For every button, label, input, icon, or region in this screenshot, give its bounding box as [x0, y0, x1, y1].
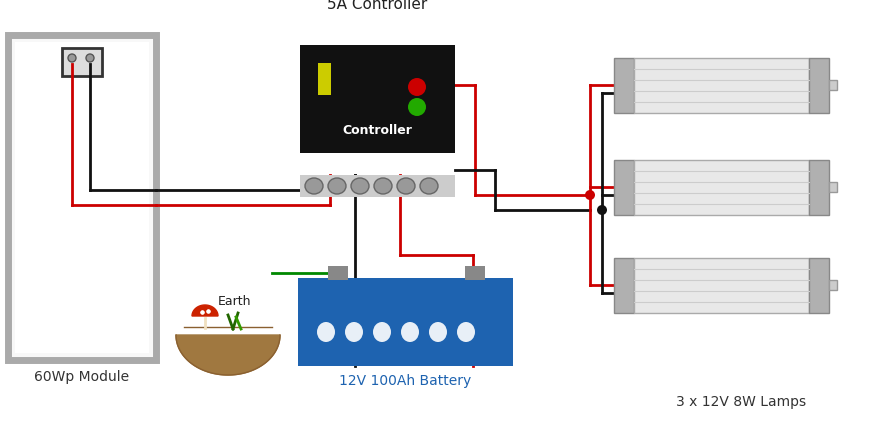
Ellipse shape: [374, 178, 392, 194]
Text: 3 x 12V 8W Lamps: 3 x 12V 8W Lamps: [676, 395, 806, 409]
Circle shape: [408, 78, 426, 96]
Text: 12V 100Ah Battery: 12V 100Ah Battery: [339, 374, 471, 388]
Bar: [809, 58, 829, 113]
Bar: [300, 45, 455, 153]
Ellipse shape: [429, 322, 447, 342]
Circle shape: [408, 98, 426, 116]
Ellipse shape: [457, 322, 475, 342]
Bar: [809, 258, 829, 313]
Bar: [614, 258, 634, 313]
Bar: [809, 160, 829, 215]
Ellipse shape: [305, 178, 323, 194]
Bar: [829, 80, 837, 90]
Bar: [328, 266, 348, 280]
Text: Controller: Controller: [342, 123, 412, 136]
Circle shape: [68, 54, 76, 62]
Text: 5A Controller: 5A Controller: [327, 0, 427, 12]
Bar: [634, 58, 809, 113]
Ellipse shape: [345, 322, 363, 342]
Circle shape: [585, 190, 595, 200]
Bar: [614, 58, 634, 113]
Text: Earth: Earth: [218, 295, 252, 308]
Circle shape: [86, 54, 94, 62]
Bar: [62, 48, 102, 76]
Ellipse shape: [328, 178, 346, 194]
Bar: [829, 280, 837, 290]
Bar: [634, 258, 809, 313]
Bar: [298, 278, 513, 366]
Bar: [8, 35, 156, 360]
Bar: [465, 266, 485, 280]
Ellipse shape: [397, 178, 415, 194]
Ellipse shape: [373, 322, 391, 342]
Text: 60Wp Module: 60Wp Module: [35, 370, 130, 384]
Circle shape: [597, 205, 607, 215]
Ellipse shape: [351, 178, 369, 194]
Bar: [614, 160, 634, 215]
Bar: [634, 160, 809, 215]
Ellipse shape: [420, 178, 438, 194]
Polygon shape: [176, 335, 280, 375]
Bar: [300, 175, 455, 197]
Polygon shape: [192, 305, 218, 316]
Bar: [318, 63, 331, 95]
Ellipse shape: [317, 322, 335, 342]
Bar: [15, 42, 149, 353]
Bar: [829, 182, 837, 192]
Ellipse shape: [401, 322, 419, 342]
